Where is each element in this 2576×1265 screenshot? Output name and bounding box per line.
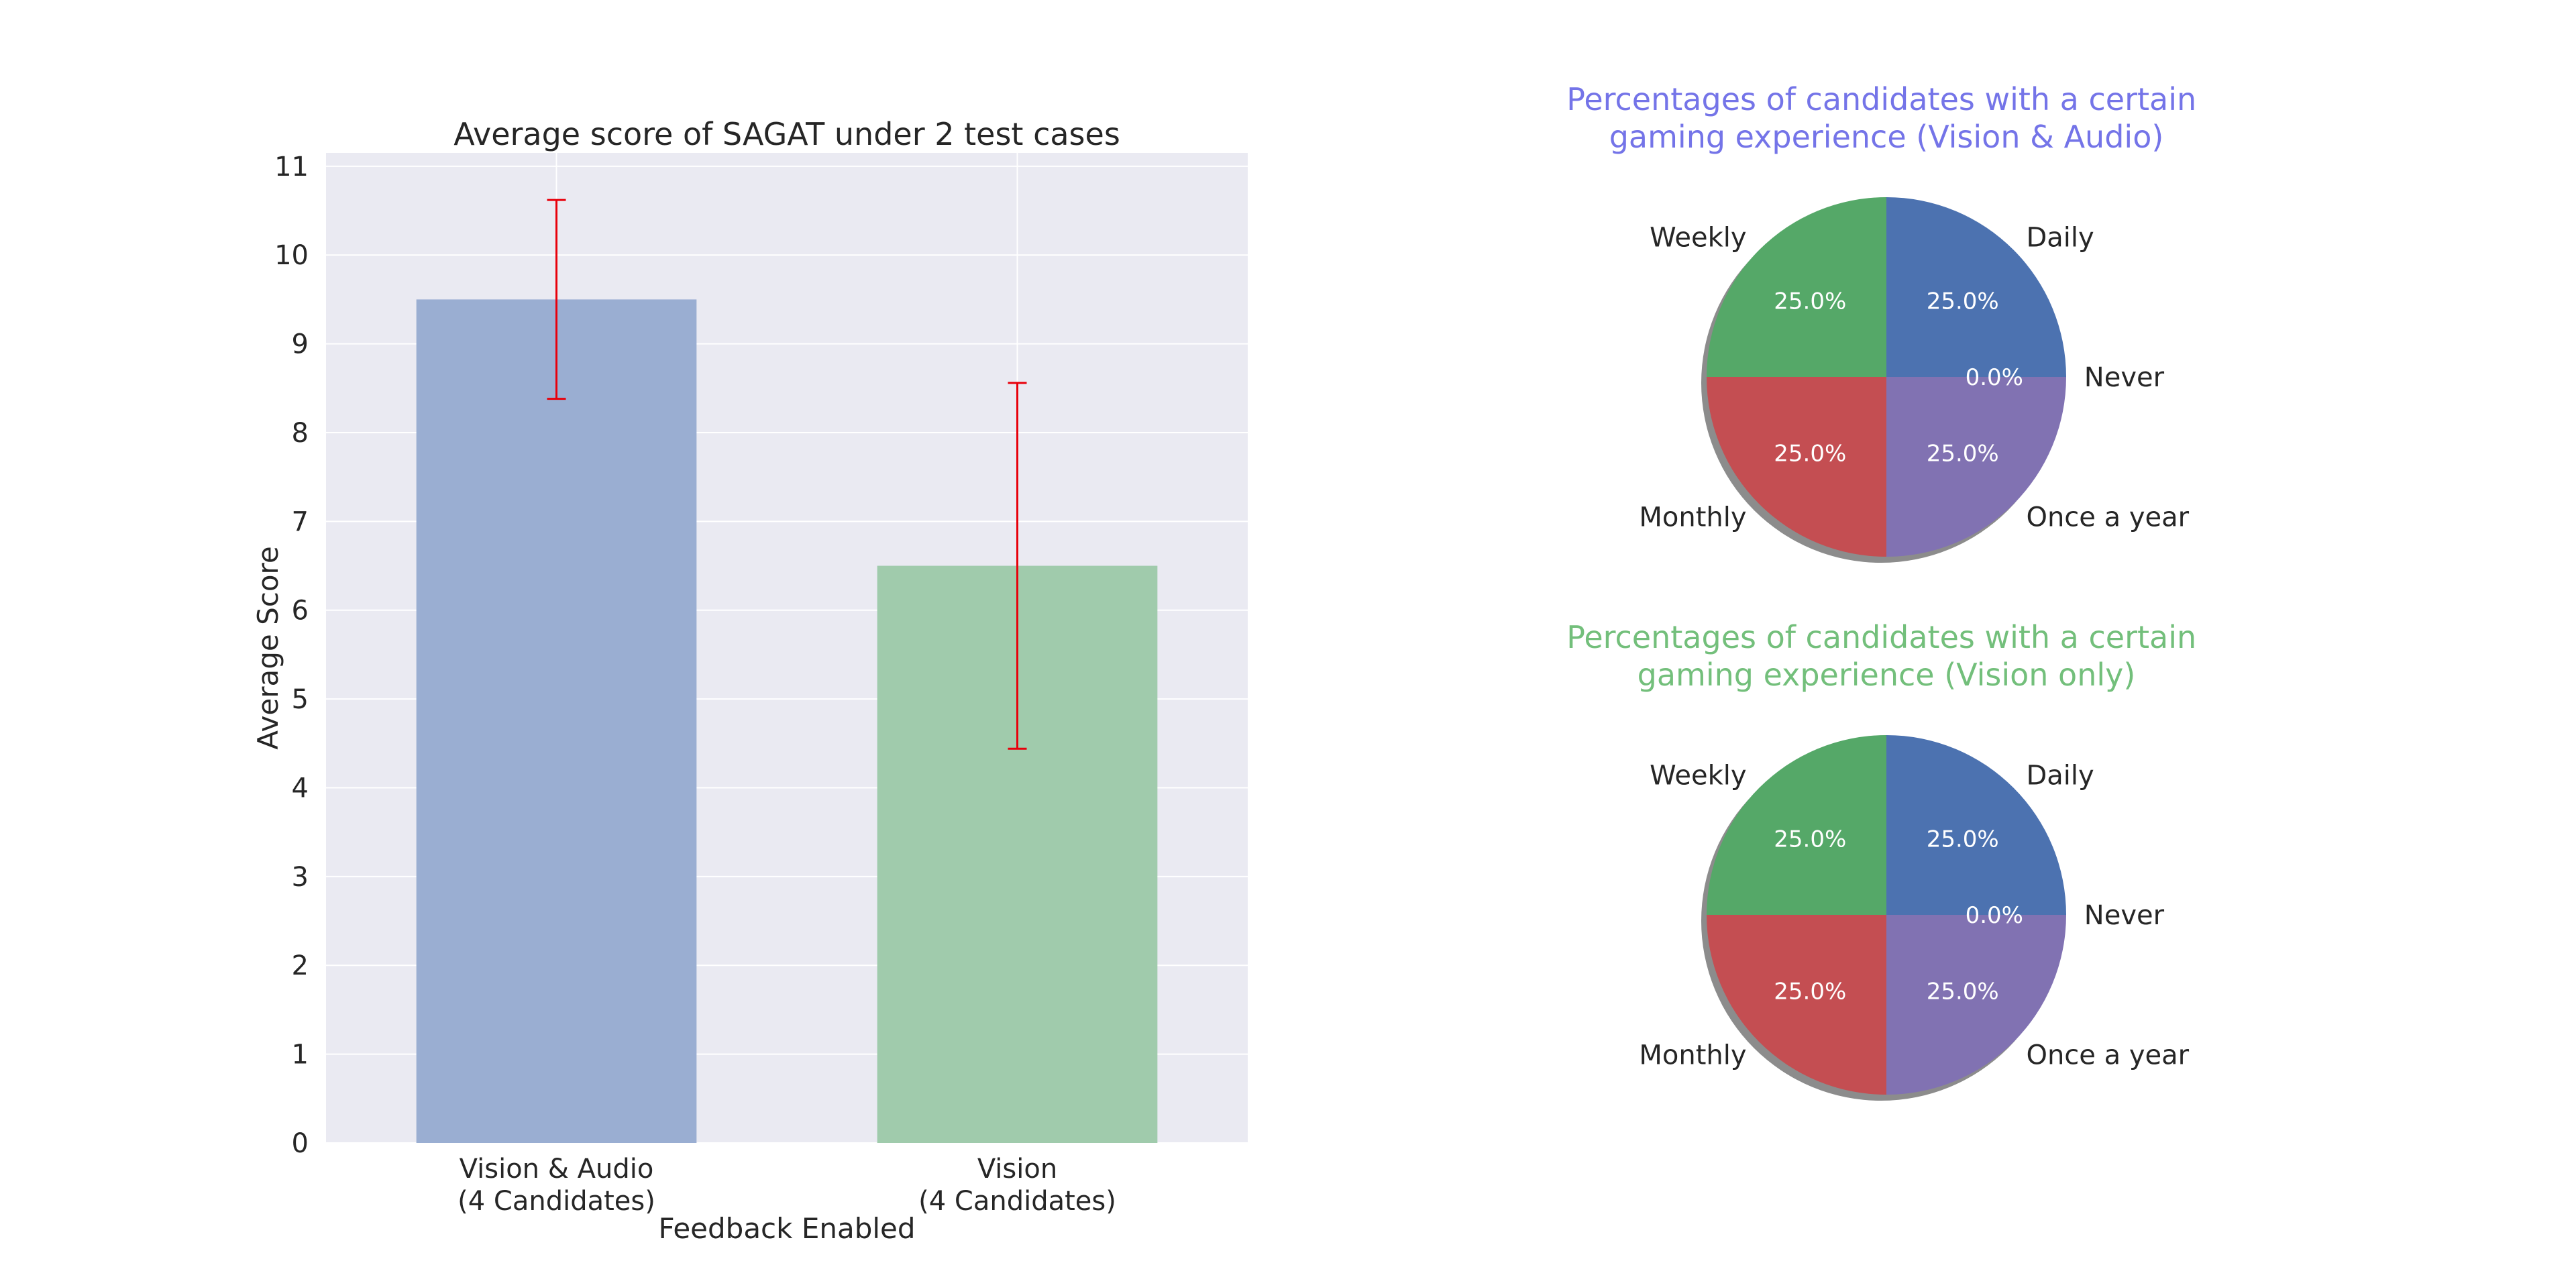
bar-x-axis-label: Feedback Enabled [658,1212,915,1245]
pie-slice-percent: 25.0% [1774,288,1846,315]
pie-slice-label: Monthly [1639,502,1746,533]
pie-slice-label: Once a year [2026,502,2189,533]
y-tick-label: 1 [292,1040,309,1070]
pie-chart-title-vision-only: Percentages of candidates with a certain… [1566,619,2206,693]
pie-slice [1707,915,1886,1095]
bar-y-ticks: 0 1 2 3 4 5 6 7 8 9 10 11 [274,152,309,1159]
pie-slice-percent: 0.0% [1966,364,2023,391]
x-tick-label: Vision (4 Candidates) [918,1154,1116,1217]
y-tick-label: 9 [292,329,309,360]
pie-slices [1701,197,2066,563]
x-tick-label-line: (4 Candidates) [458,1186,655,1217]
bar-y-axis-label: Average Score [252,546,284,749]
y-tick-label: 3 [292,862,309,893]
pie-slice-label: Monthly [1639,1040,1746,1070]
y-tick-label: 10 [274,240,309,271]
pie-slice [1707,377,1886,557]
pie-chart-title-vision-audio: Percentages of candidates with a certain… [1566,81,2206,155]
pie-slice-label: Weekly [1650,223,1746,254]
pie-slice-percent: 0.0% [1966,902,2023,929]
pie-slice-percent: 25.0% [1774,826,1846,852]
pie-labels: Daily 25.0% Never 0.0% Once a year 25.0% Month… [1639,761,2189,1071]
pie-title-line-2: gaming experience (Vision & Audio) [1609,119,2164,155]
pie-slice-label: Never [2084,900,2165,931]
pie-labels: Daily 25.0% Never 0.0% Once a year 25.0% Month… [1639,223,2189,533]
y-tick-label: 6 [292,596,309,626]
pie-slice-percent: 25.0% [1927,288,1999,315]
pie-slice-percent: 25.0% [1927,826,1999,852]
x-tick-label-line: Vision [977,1154,1057,1185]
pie-title-line-1: Percentages of candidates with a certain [1566,81,2196,117]
bar-x-ticks: Vision & Audio (4 Candidates)Vision (4 Can… [458,1154,1116,1217]
pie-slice-label: Once a year [2026,1040,2189,1070]
bar-error-bars [547,199,1027,750]
pie-slices [1701,735,2066,1101]
bar-chart-title: Average score of SAGAT under 2 test case… [453,116,1120,152]
y-tick-label: 0 [292,1128,309,1159]
y-tick-label: 8 [292,418,309,449]
y-tick-label: 11 [274,152,309,182]
pie-chart-vision-audio: Percentages of candidates with a certain… [1566,81,2206,563]
y-tick-label: 5 [292,684,309,715]
y-tick-label: 2 [292,950,309,981]
pie-slice [1886,735,2066,915]
pie-slice-label: Never [2084,362,2165,393]
pie-slice [1707,735,1886,915]
x-tick-label-line: (4 Candidates) [918,1186,1116,1217]
pie-slice-label: Daily [2026,223,2094,254]
pie-slice-label: Weekly [1650,761,1746,791]
pie-slice-percent: 25.0% [1774,979,1846,1005]
pie-title-line-1: Percentages of candidates with a certain [1566,619,2196,655]
x-tick-label-line: Vision & Audio [460,1154,654,1185]
y-tick-label: 7 [292,506,309,537]
pie-slice [1886,377,2066,557]
pie-title-line-2: gaming experience (Vision only) [1638,657,2136,693]
pie-slice-percent: 25.0% [1927,979,1999,1005]
pie-slice [1707,197,1886,377]
x-tick-label: Vision & Audio (4 Candidates) [458,1154,655,1217]
pie-slice-percent: 25.0% [1927,441,1999,468]
pie-slice-percent: 25.0% [1774,441,1846,468]
pie-slice [1886,197,2066,377]
bar [416,299,697,1144]
pie-chart-vision-only: Percentages of candidates with a certain… [1566,619,2206,1101]
pie-slice [1886,915,2066,1095]
pie-slice-label: Daily [2026,761,2094,791]
y-tick-label: 4 [292,773,309,804]
